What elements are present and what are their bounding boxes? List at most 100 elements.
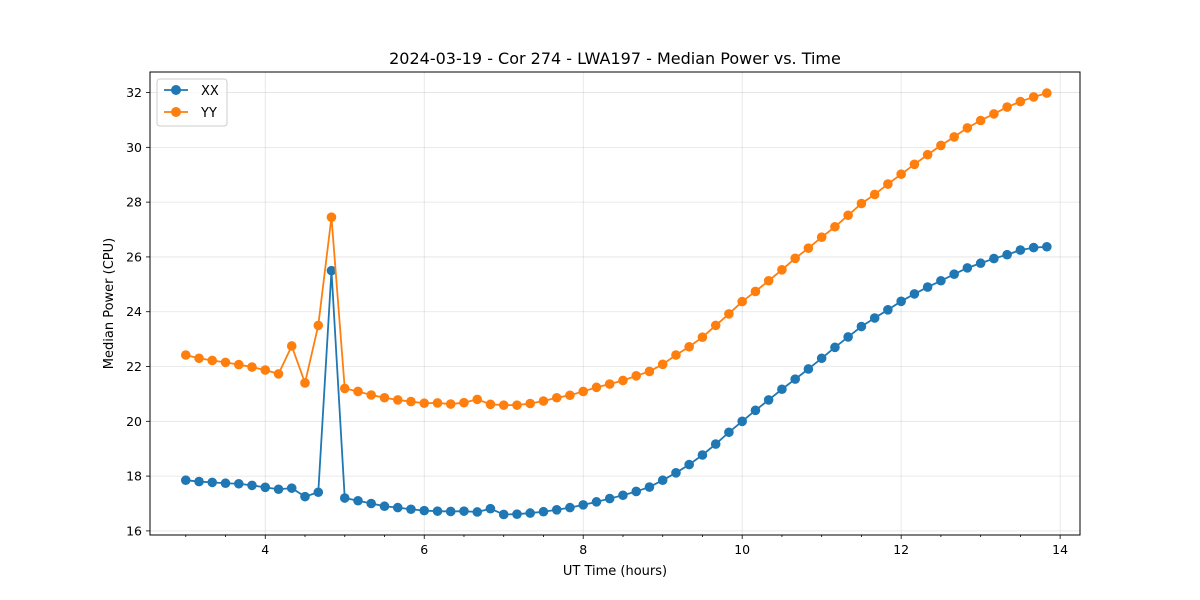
data-point-xx bbox=[869, 313, 880, 323]
data-point-xx bbox=[459, 506, 469, 516]
data-point-yy bbox=[300, 378, 310, 388]
data-point-yy bbox=[922, 149, 933, 160]
data-point-yy bbox=[856, 198, 867, 209]
data-point-xx bbox=[777, 384, 787, 395]
data-point-xx bbox=[631, 486, 642, 497]
data-point-xx bbox=[936, 275, 946, 286]
data-point-xx bbox=[525, 508, 535, 518]
data-point-yy bbox=[538, 396, 549, 406]
data-point-yy bbox=[909, 159, 920, 170]
data-point-yy bbox=[578, 386, 589, 397]
data-point-xx bbox=[366, 498, 377, 509]
data-point-xx bbox=[644, 482, 655, 492]
data-point-yy bbox=[565, 390, 575, 401]
data-point-yy bbox=[750, 286, 761, 297]
data-point-yy bbox=[644, 366, 655, 377]
data-point-yy bbox=[180, 350, 191, 360]
data-point-yy bbox=[379, 392, 390, 403]
y-tick-label: 32 bbox=[126, 85, 142, 100]
x-tick-label: 8 bbox=[579, 542, 587, 557]
data-point-yy bbox=[790, 253, 800, 264]
plot-area bbox=[150, 72, 1080, 535]
legend-label-xx: XX bbox=[201, 84, 219, 99]
data-point-xx bbox=[803, 364, 814, 374]
data-point-yy bbox=[512, 400, 522, 410]
data-point-xx bbox=[724, 427, 734, 438]
data-point-xx bbox=[1042, 241, 1052, 252]
data-point-yy bbox=[618, 375, 628, 386]
x-axis-label: UT Time (hours) bbox=[563, 564, 667, 579]
data-point-yy bbox=[684, 341, 694, 352]
data-point-xx bbox=[657, 475, 668, 486]
data-point-xx bbox=[816, 353, 827, 364]
data-point-xx bbox=[419, 505, 430, 516]
data-point-yy bbox=[869, 189, 880, 200]
data-point-xx bbox=[1002, 249, 1012, 260]
data-point-xx bbox=[883, 305, 893, 315]
data-point-xx bbox=[247, 480, 257, 491]
data-point-yy bbox=[472, 394, 483, 405]
y-axis: 16 18 20 22 24 26 28 30 32 bbox=[126, 85, 150, 538]
data-point-xx bbox=[962, 263, 973, 273]
data-point-yy bbox=[273, 369, 284, 379]
data-point-yy bbox=[233, 359, 244, 370]
data-point-xx bbox=[896, 296, 906, 307]
legend-label-yy: YY bbox=[200, 106, 217, 121]
data-point-yy bbox=[631, 371, 642, 381]
y-axis-label: Median Power (CPU) bbox=[102, 238, 117, 369]
data-point-yy bbox=[551, 392, 562, 403]
data-point-xx bbox=[194, 476, 204, 487]
data-point-xx bbox=[710, 439, 721, 449]
data-point-xx bbox=[406, 504, 416, 515]
data-point-xx bbox=[300, 491, 310, 502]
chart-title: 2024-03-19 - Cor 274 - LWA197 - Median P… bbox=[389, 49, 841, 68]
data-point-yy bbox=[313, 320, 324, 331]
data-point-xx bbox=[604, 493, 615, 504]
x-tick-label: 4 bbox=[261, 542, 269, 557]
data-point-yy bbox=[525, 398, 535, 409]
data-point-xx bbox=[578, 500, 589, 510]
data-point-xx bbox=[922, 282, 933, 292]
data-point-yy bbox=[339, 383, 350, 394]
y-tick-label: 24 bbox=[126, 304, 142, 319]
data-point-xx bbox=[273, 484, 284, 495]
data-point-yy bbox=[1015, 96, 1026, 107]
data-point-yy bbox=[1002, 102, 1012, 112]
data-point-xx bbox=[737, 416, 747, 427]
data-point-xx bbox=[565, 502, 575, 513]
data-point-yy bbox=[366, 390, 377, 400]
data-point-yy bbox=[830, 221, 840, 232]
data-point-xx bbox=[551, 504, 562, 515]
data-point-yy bbox=[710, 320, 721, 331]
legend: XX YY bbox=[156, 78, 228, 127]
data-point-xx bbox=[790, 374, 800, 384]
data-point-xx bbox=[684, 459, 694, 470]
data-point-xx bbox=[697, 450, 708, 460]
legend-marker-xx bbox=[171, 85, 181, 95]
data-point-yy bbox=[657, 359, 668, 370]
data-point-yy bbox=[777, 265, 787, 275]
data-point-yy bbox=[896, 169, 906, 179]
data-point-xx bbox=[233, 478, 244, 489]
data-point-xx bbox=[856, 321, 867, 332]
data-point-xx bbox=[618, 490, 628, 501]
data-point-yy bbox=[260, 365, 271, 375]
data-point-yy bbox=[207, 355, 218, 366]
data-point-yy bbox=[591, 382, 602, 393]
data-point-yy bbox=[498, 400, 509, 410]
data-point-xx bbox=[472, 507, 483, 517]
y-tick-label: 26 bbox=[126, 249, 142, 264]
data-point-yy bbox=[671, 350, 681, 360]
data-point-xx bbox=[949, 269, 959, 279]
legend-marker-yy bbox=[171, 107, 181, 117]
data-point-xx bbox=[353, 495, 363, 506]
x-tick-label: 6 bbox=[420, 542, 428, 557]
data-point-yy bbox=[459, 397, 469, 408]
data-point-xx bbox=[763, 395, 774, 405]
data-point-xx bbox=[392, 502, 403, 513]
data-point-yy bbox=[962, 123, 973, 133]
data-point-xx bbox=[498, 509, 509, 520]
data-point-yy bbox=[286, 341, 297, 351]
data-point-xx bbox=[326, 265, 337, 276]
y-tick-label: 22 bbox=[126, 359, 142, 374]
